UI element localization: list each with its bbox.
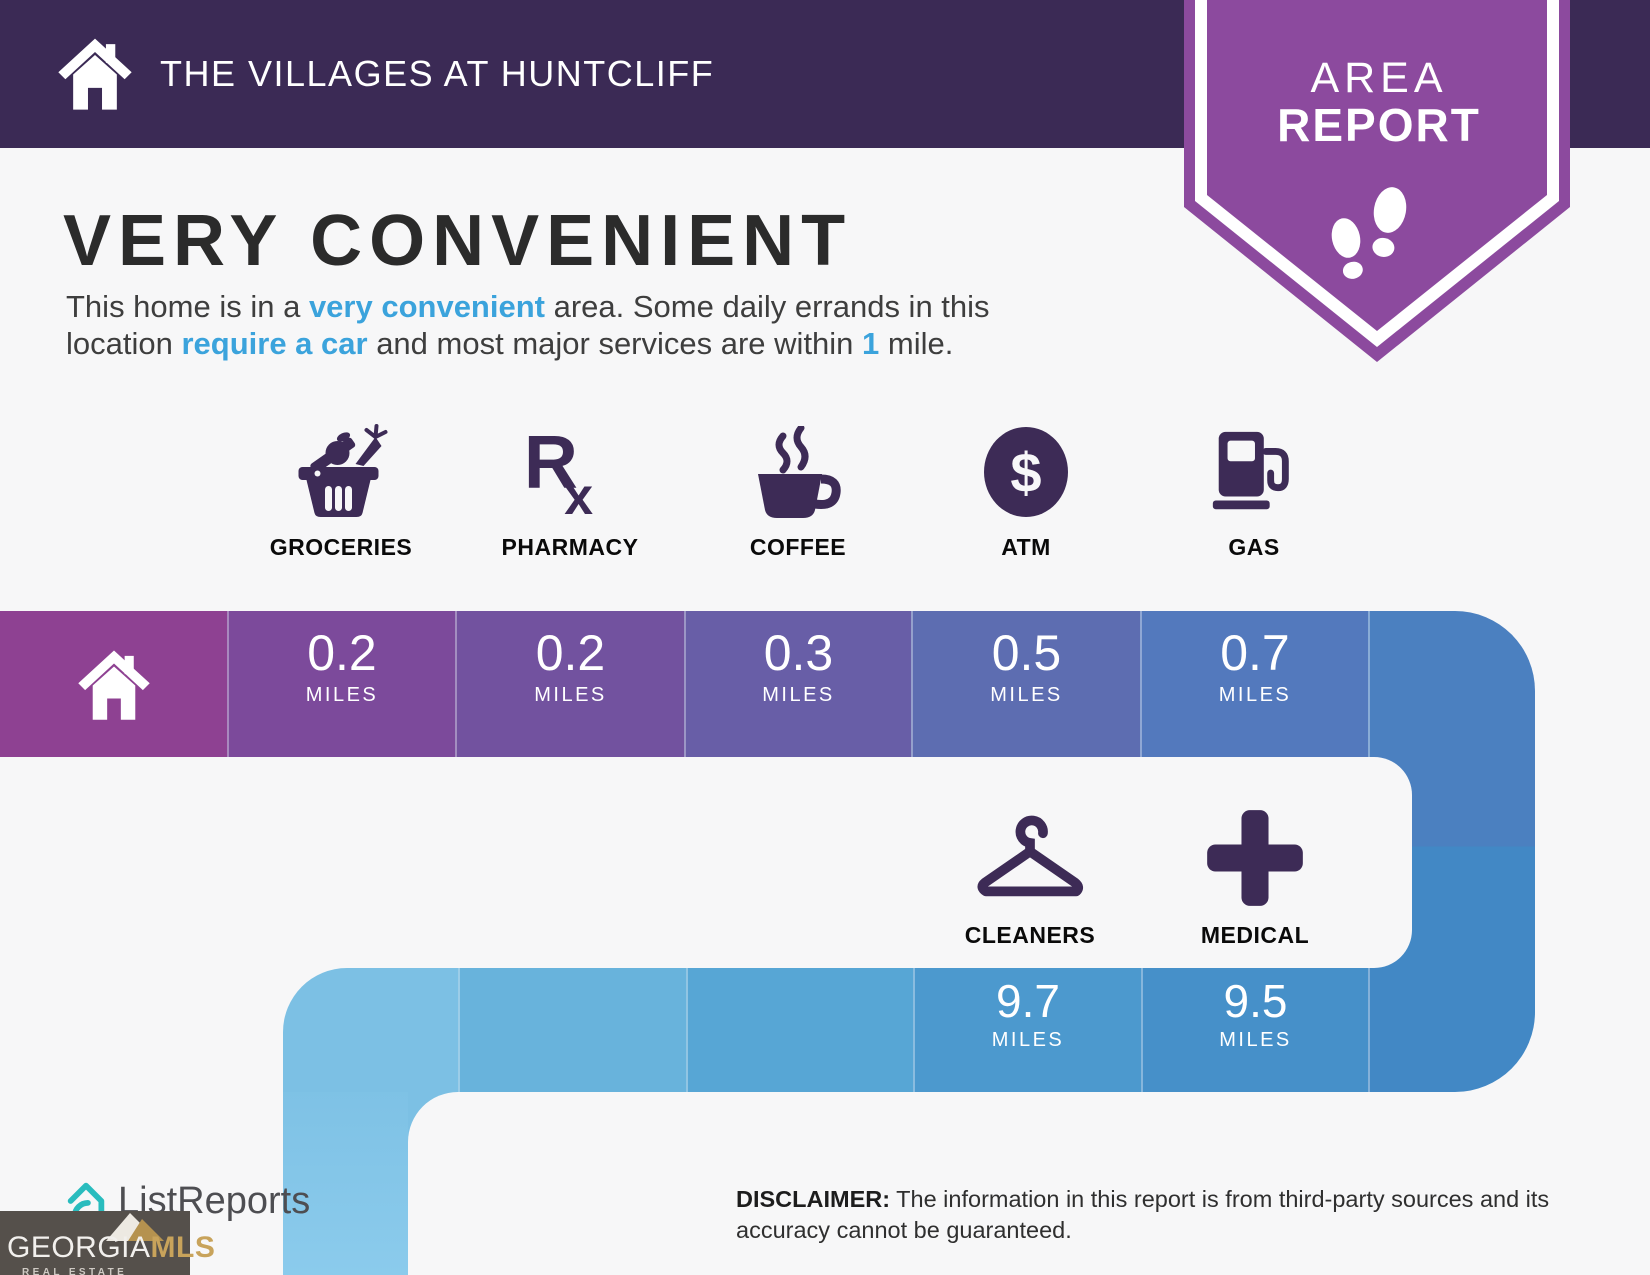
amenity-medical: MEDICAL	[1140, 798, 1370, 949]
svg-text:R: R	[524, 422, 578, 503]
medical-icon	[1140, 798, 1370, 910]
distance-cell-medical: 9.5 MILES	[1141, 968, 1368, 1092]
amenity-label: MEDICAL	[1200, 922, 1310, 948]
distance-unit: MILES	[1218, 684, 1292, 706]
disclaimer-text: The information in this report is from t…	[736, 1186, 1550, 1243]
intro-text: and most major services are within	[367, 326, 863, 361]
mls-name: GEORGIA	[7, 1231, 151, 1264]
amenity-coffee: COFFEE	[683, 414, 913, 561]
distance-cell-pharmacy: 0.2 MILES	[455, 611, 684, 757]
amenity-cleaners: CLEANERS	[915, 798, 1145, 949]
footprints-icon	[1331, 187, 1407, 279]
mls-suffix: MLS	[150, 1231, 216, 1264]
intro-text: area. Some daily errands in this	[544, 289, 990, 324]
pharmacy-icon: R x	[455, 414, 685, 522]
home-icon	[77, 650, 150, 720]
intro-highlight: very convenient	[308, 289, 545, 324]
distance-value: 9.7	[996, 975, 1060, 1027]
distance-value: 0.3	[763, 625, 834, 681]
amenity-label: COFFEE	[749, 534, 847, 560]
cleaners-icon	[915, 798, 1145, 910]
page-title: VERY CONVENIENT	[63, 201, 853, 281]
atm-icon: $	[911, 414, 1141, 522]
distance-unit: MILES	[990, 684, 1063, 706]
distance-unit: MILES	[762, 684, 835, 706]
amenity-groceries: GROCERIES	[226, 414, 456, 561]
distance-cell-atm: 0.5 MILES	[911, 611, 1140, 757]
distance-cell-cleaners: 9.7 MILES	[913, 968, 1141, 1092]
snake-tail	[283, 1060, 408, 1275]
amenity-atm: $ ATM	[911, 414, 1141, 561]
home-cell	[0, 611, 227, 757]
home-icon	[56, 34, 134, 117]
white-inset-between-bars	[0, 757, 1412, 968]
amenity-label: CLEANERS	[964, 922, 1096, 948]
bar2-segment	[283, 968, 458, 1092]
mls-tagline: REAL ESTATE SERVICES	[22, 1267, 128, 1275]
amenity-label: GROCERIES	[269, 534, 413, 560]
distance-value: 0.7	[1220, 625, 1290, 681]
gas-icon	[1139, 414, 1369, 522]
distance-bar-near: 0.2 MILES 0.2 MILES 0.3 MILES 0.5 MILES …	[0, 611, 1650, 757]
disclaimer-label: DISCLAIMER:	[736, 1186, 891, 1212]
distance-value: 0.2	[307, 625, 377, 681]
groceries-icon	[226, 414, 456, 522]
intro-highlight: require a car	[181, 326, 368, 361]
white-inset-bottom	[408, 1092, 1650, 1275]
distance-unit: MILES	[1219, 1029, 1292, 1051]
distance-cell-groceries: 0.2 MILES	[227, 611, 455, 757]
amenity-label: PHARMACY	[501, 534, 639, 560]
georgia-mls-logo: GEORGIAMLS REAL ESTATE SERVICES	[0, 1211, 215, 1275]
area-report-badge: AREA REPORT	[1184, 0, 1570, 370]
badge-line1: AREA	[1310, 54, 1447, 102]
intro-paragraph: This home is in a very convenient area. …	[66, 288, 990, 362]
distance-unit: MILES	[991, 1029, 1065, 1051]
amenity-label: ATM	[1001, 534, 1051, 560]
bar2-segment	[458, 968, 686, 1092]
svg-text:$: $	[1010, 441, 1041, 504]
bar2-segment	[686, 968, 913, 1092]
amenity-label: GAS	[1228, 534, 1280, 560]
svg-text:x: x	[564, 467, 593, 522]
intro-text: location	[66, 326, 182, 361]
distance-cell-coffee: 0.3 MILES	[684, 611, 911, 757]
distance-bar-far: 9.7 MILES 9.5 MILES	[0, 968, 1650, 1092]
property-title: THE VILLAGES AT HUNTCLIFF	[160, 53, 715, 94]
intro-highlight: 1	[862, 326, 880, 361]
coffee-icon	[683, 414, 913, 522]
amenity-gas: GAS	[1139, 414, 1369, 561]
badge-line2: REPORT	[1277, 99, 1481, 151]
distance-cell-gas: 0.7 MILES	[1140, 611, 1368, 757]
mls-mountain-shadow	[128, 1219, 164, 1241]
distance-value: 0.5	[991, 625, 1062, 681]
distance-unit: MILES	[534, 684, 607, 706]
intro-text: This home is in a	[66, 289, 309, 324]
distance-value: 9.5	[1223, 975, 1288, 1027]
disclaimer: DISCLAIMER: The information in this repo…	[736, 1184, 1581, 1246]
amenity-pharmacy: R x PHARMACY	[455, 414, 685, 561]
distance-value: 0.2	[535, 625, 606, 681]
intro-text: mile.	[879, 326, 954, 361]
distance-unit: MILES	[305, 684, 379, 706]
